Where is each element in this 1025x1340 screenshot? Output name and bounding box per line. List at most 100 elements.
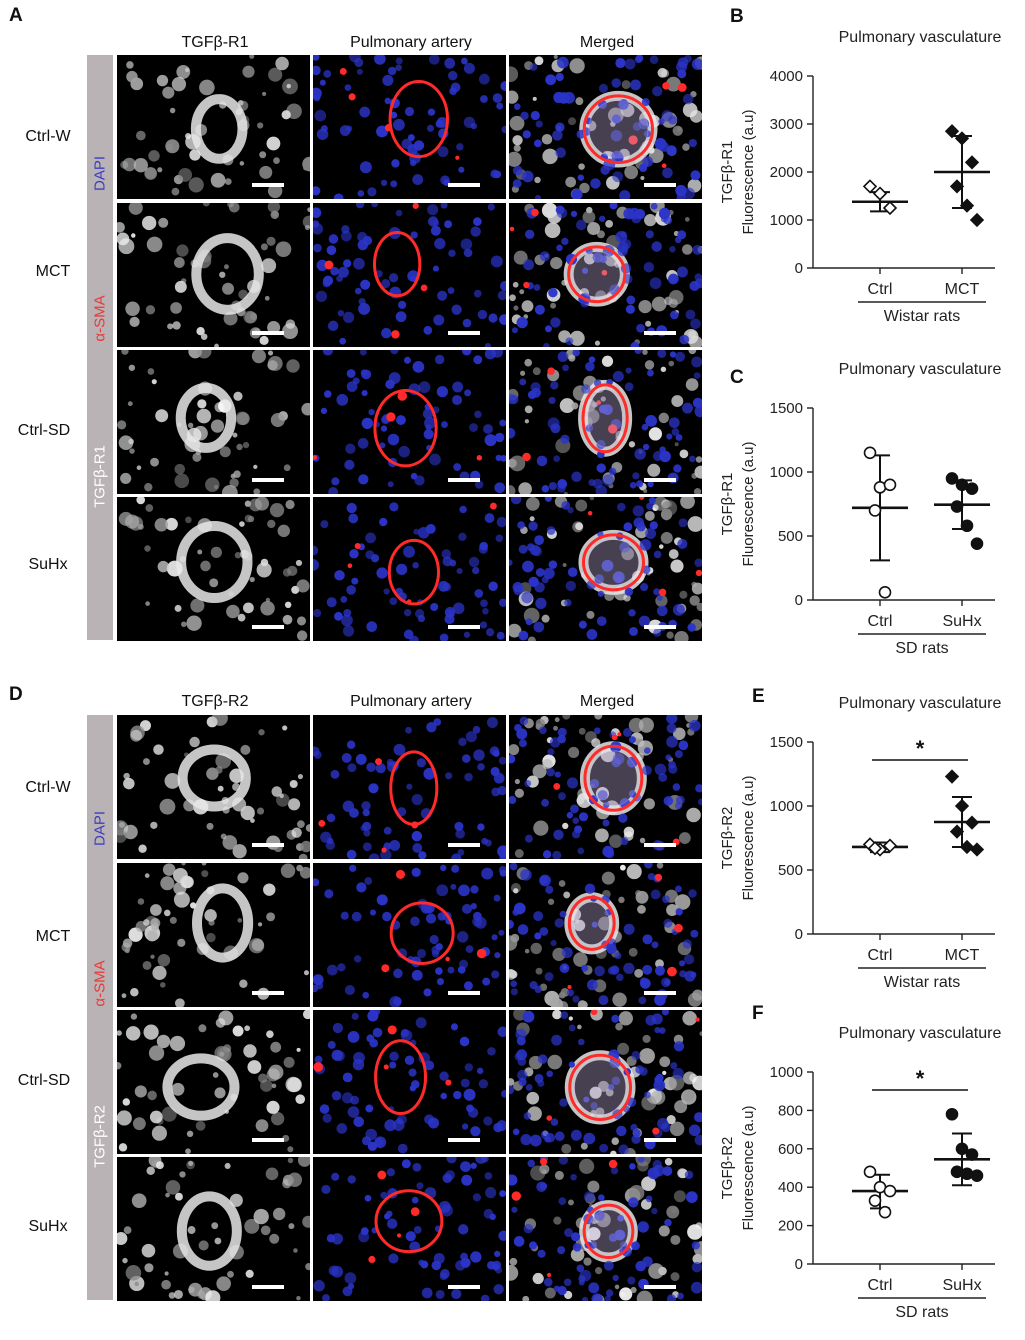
data-point [949, 179, 965, 194]
y-tick-label: 1000 [770, 464, 803, 481]
micrograph-artery-row-2 [313, 203, 506, 347]
data-point [949, 824, 965, 839]
y-tick-label: 1000 [770, 798, 803, 815]
data-point [872, 186, 888, 201]
micrograph-merged-row-2 [509, 203, 702, 347]
chart-title: Pulmonary vasculature [839, 695, 1002, 712]
stain-label-tgf-r1: TGFβ-R1 [91, 445, 109, 508]
x-tick-label: MCT [945, 281, 980, 298]
micrograph-artery-row-2 [313, 863, 506, 1007]
y-tick-label: 1500 [770, 734, 803, 751]
stain-label-sma: α-SMA [91, 295, 109, 342]
chart-svg: Pulmonary vasculature TGFβ-R2 Fluorescence… [719, 1025, 1002, 1321]
row-label-ctrl-sd: Ctrl-SD [17, 422, 71, 439]
micrograph-artery-row-3 [313, 350, 506, 494]
row-label-mct: MCT [35, 263, 71, 280]
micrograph-tgf-row-3 [117, 350, 310, 494]
row-label-mct: MCT [35, 928, 71, 945]
row-label-ctrl-sd: Ctrl-SD [17, 1072, 71, 1089]
data-point [867, 841, 883, 856]
y-tick-label: 0 [795, 592, 803, 609]
significance-marker: * [916, 1066, 925, 1091]
data-point [960, 1167, 974, 1181]
y-tick-label: 500 [778, 862, 803, 879]
chart-e-tgf-r2-wistar: Pulmonary vasculature TGFβ-R2 Fluorescence… [700, 686, 1020, 1006]
y-tick-label: 0 [795, 1256, 803, 1273]
micrograph-artery-row-1 [313, 55, 506, 199]
group-label: SD rats [895, 1304, 948, 1321]
data-point [863, 1165, 877, 1179]
data-point [882, 200, 898, 216]
data-point [960, 519, 974, 533]
y-axis-label: Fluorescence (a.u) [740, 109, 757, 234]
y-tick-label: 200 [778, 1218, 803, 1235]
group-label: Wistar rats [884, 308, 960, 325]
data-point [964, 815, 980, 830]
x-tick-label: Ctrl [868, 281, 893, 298]
stain-legend-bar [87, 715, 113, 1300]
chart-title: Pulmonary vasculature [839, 361, 1002, 378]
y-axis-label: Fluorescence (a.u) [740, 775, 757, 900]
row-label-suhx: SuHx [28, 556, 68, 573]
y-tick-label: 1000 [770, 212, 803, 229]
y-tick-label: 0 [795, 260, 803, 277]
column-header-artery: Pulmonary artery [350, 34, 472, 51]
micrograph-tgf-row-1 [117, 715, 310, 859]
panel-letter-a: A [9, 5, 23, 26]
y-axis-label: Fluorescence (a.u) [740, 1105, 757, 1230]
stain-label-tgf-r2: TGFβ-R2 [91, 1105, 109, 1168]
y-tick-label: 500 [778, 528, 803, 545]
row-label-ctrl-w: Ctrl-W [25, 779, 71, 796]
panel-letter-e: E [752, 686, 765, 707]
chart-svg: Pulmonary vasculature TGFβ-R1 Fluorescence… [719, 29, 1001, 325]
stain-legend-bar [87, 55, 113, 640]
y-tick-label: 2000 [770, 164, 803, 181]
y-tick-label: 1000 [770, 1064, 803, 1081]
panel-letter-f: F [752, 1003, 764, 1024]
x-tick-label: Ctrl [868, 613, 893, 630]
y-axis-label: TGFβ-R1 [719, 473, 736, 536]
row-label-suhx: SuHx [28, 1218, 68, 1235]
y-tick-label: 800 [778, 1102, 803, 1119]
micrograph-merged-row-4 [509, 497, 702, 641]
column-header-tgf: TGFβ-R1 [181, 34, 249, 51]
data-point [950, 500, 964, 513]
data-point [970, 1169, 984, 1182]
micrograph-merged-row-1 [509, 55, 702, 199]
stain-label-dapi: DAPI [91, 811, 109, 847]
chart-title: Pulmonary vasculature [839, 1025, 1002, 1042]
data-point [970, 537, 984, 550]
micrograph-tgf-row-2 [117, 203, 310, 347]
column-header-merged: Merged [579, 693, 635, 710]
y-axis-label: Fluorescence (a.u) [740, 441, 757, 566]
x-tick-label: SuHx [942, 1277, 981, 1294]
data-point [868, 1194, 882, 1207]
data-point [969, 842, 985, 857]
significance-marker: * [916, 736, 925, 761]
data-point [883, 478, 897, 492]
data-point [883, 1184, 897, 1198]
data-point [944, 769, 960, 784]
data-point [863, 446, 877, 460]
panel-letter-d: D [9, 684, 23, 705]
micrograph-artery-row-4 [313, 1157, 506, 1301]
micrograph-merged-row-4 [509, 1157, 702, 1301]
micrograph-tgf-row-4 [117, 497, 310, 641]
chart-svg: Pulmonary vasculature TGFβ-R2 Fluorescence… [719, 695, 1002, 991]
y-tick-label: 0 [795, 926, 803, 943]
column-header-merged: Merged [579, 34, 635, 51]
group-label: Wistar rats [884, 974, 960, 991]
data-point [945, 472, 959, 485]
y-tick-label: 600 [778, 1141, 803, 1158]
micrograph-tgf-row-4 [117, 1157, 310, 1301]
data-point [959, 839, 975, 855]
micrograph-tgf-row-3 [117, 1010, 310, 1154]
chart-c-tgf-r1-sd: Pulmonary vasculature TGFβ-R1 Fluorescence… [700, 352, 1020, 672]
data-point [878, 1205, 892, 1219]
column-header-tgf: TGFβ-R2 [181, 693, 249, 710]
y-tick-label: 400 [778, 1179, 803, 1196]
data-point [955, 1142, 969, 1156]
y-tick-label: 1500 [770, 400, 803, 417]
data-point [944, 124, 960, 139]
micrograph-merged-row-2 [509, 863, 702, 1007]
